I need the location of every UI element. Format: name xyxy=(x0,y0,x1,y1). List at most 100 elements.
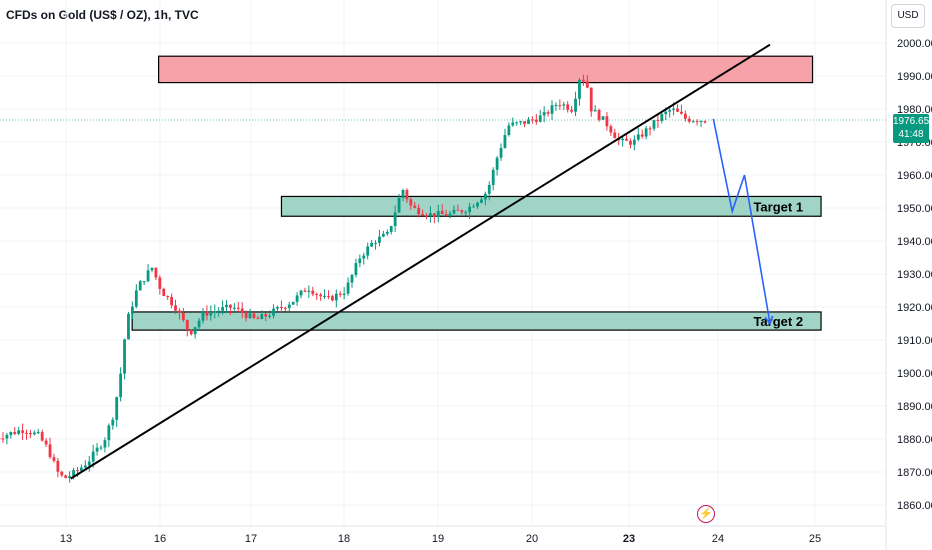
candle-body xyxy=(21,430,24,433)
candle xyxy=(323,289,326,300)
candle-body xyxy=(440,211,444,215)
candle xyxy=(217,307,221,317)
candle-body xyxy=(111,419,115,426)
candle-body xyxy=(491,169,495,186)
candle xyxy=(295,292,299,306)
candle xyxy=(44,438,48,447)
trendline xyxy=(70,43,771,480)
candle-body xyxy=(83,465,87,468)
candle-body xyxy=(178,310,181,313)
candle xyxy=(381,230,385,238)
y-tick-label: 1860.00 xyxy=(897,500,932,512)
candle-body xyxy=(417,207,421,215)
candle-body xyxy=(185,320,189,331)
candle xyxy=(197,317,201,332)
candle-body xyxy=(291,301,295,305)
lightning-icon[interactable]: ⚡ xyxy=(697,505,715,523)
candle xyxy=(209,305,213,321)
candle xyxy=(374,240,377,250)
candle-body xyxy=(134,290,138,307)
candle-body xyxy=(676,108,679,112)
candle-body xyxy=(307,290,311,292)
candle xyxy=(154,267,158,280)
candle xyxy=(130,301,134,319)
candle-body xyxy=(629,140,632,145)
price-zone-rect xyxy=(280,195,822,217)
candle-body xyxy=(236,307,240,309)
candle-body xyxy=(193,327,197,335)
candle-body xyxy=(44,440,48,445)
candle-body xyxy=(283,307,287,309)
candle xyxy=(338,291,342,298)
candle-body xyxy=(519,121,523,123)
candle xyxy=(56,457,60,478)
candle xyxy=(519,120,523,126)
candle xyxy=(311,286,315,297)
candle xyxy=(115,396,119,427)
candle xyxy=(389,225,393,235)
candle xyxy=(193,326,197,339)
candle xyxy=(158,275,162,295)
candle-body xyxy=(593,109,597,112)
candle xyxy=(480,197,483,204)
candle-body xyxy=(272,308,275,316)
candle-body xyxy=(229,304,232,308)
candle xyxy=(162,287,166,297)
candle xyxy=(260,310,264,320)
currency-button[interactable]: USD xyxy=(891,4,925,28)
candle-body xyxy=(119,373,123,398)
candle-body xyxy=(64,475,68,479)
candle xyxy=(264,312,268,322)
candle-body xyxy=(585,81,589,88)
candle xyxy=(68,471,72,483)
candle xyxy=(142,281,146,286)
candle-body xyxy=(319,294,323,297)
candle xyxy=(40,429,44,442)
candle xyxy=(201,308,205,324)
candle xyxy=(48,437,52,459)
candle-body xyxy=(464,212,468,214)
candle-body xyxy=(370,242,374,247)
candle xyxy=(181,308,185,323)
candle xyxy=(464,210,468,216)
candle-body xyxy=(695,121,699,123)
candle xyxy=(531,116,534,124)
candle-body xyxy=(103,440,107,448)
candle xyxy=(558,99,562,110)
candle xyxy=(597,108,601,122)
candle-body xyxy=(354,263,358,275)
candle xyxy=(648,126,652,136)
candle xyxy=(409,197,413,210)
y-tick-label: 1870.00 xyxy=(897,467,932,479)
candle-body xyxy=(342,293,346,295)
projection-arrowhead xyxy=(764,315,774,326)
candle xyxy=(330,294,334,302)
candle xyxy=(578,78,581,106)
candle-body xyxy=(527,119,530,124)
x-tick-label: 19 xyxy=(432,533,444,545)
candle-body xyxy=(429,213,432,217)
candle xyxy=(99,445,103,451)
candle-body xyxy=(613,132,617,139)
candle-body xyxy=(472,206,475,208)
candle xyxy=(566,101,570,113)
candle-body xyxy=(683,113,687,119)
candle-body xyxy=(87,461,91,466)
y-tick-label: 1920.00 xyxy=(897,302,932,314)
candle-body xyxy=(99,447,103,449)
candle xyxy=(350,273,354,288)
candle-body xyxy=(538,115,542,122)
candle xyxy=(291,301,295,306)
candle-body xyxy=(217,310,221,312)
candle xyxy=(456,204,460,211)
candle-body xyxy=(621,138,625,141)
x-tick-label: 24 xyxy=(712,533,724,545)
candle xyxy=(511,117,515,127)
candle xyxy=(60,470,64,477)
candle-body xyxy=(597,109,601,120)
candle xyxy=(83,460,87,469)
candle xyxy=(652,119,656,131)
candle xyxy=(370,240,374,248)
candle xyxy=(405,188,409,204)
